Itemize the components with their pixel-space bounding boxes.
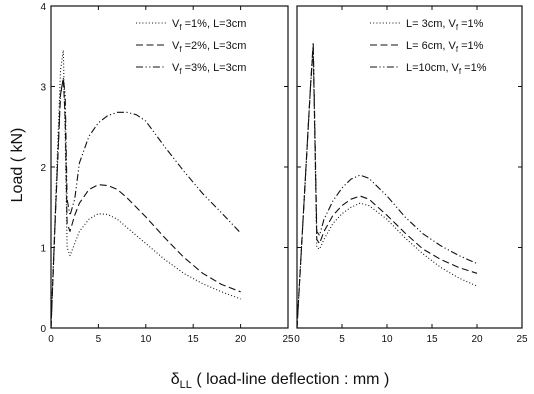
chart-panel-1: 0 5 10 15 20 25 0 1 2 3 4 Vf =1%, L=3cm Vf =2%, L=3c… (40, 2, 294, 345)
x-tick-label: 0 (48, 334, 54, 345)
x-axis-symbol: δ (171, 371, 180, 388)
x-axis-subscript: LL (180, 379, 192, 391)
x-axis-title: δLL ( load-line deflection : mm ) (171, 371, 390, 391)
legend-label: L= 6cm, Vf =1% (406, 40, 484, 54)
x-tick-label: 0 (294, 334, 300, 345)
legend-label: Vf =3%, L=3cm (172, 62, 246, 76)
plot-frame (296, 5, 523, 329)
x-tick-label: 15 (188, 334, 200, 345)
legend-label: L= 3cm, Vf =1% (406, 18, 484, 32)
plot-frame (50, 5, 289, 329)
chart-panel-2: 0 5 10 15 20 25L= 3cm, Vf =1%L= 6cm, Vf =1%L=… (294, 5, 528, 345)
x-tick-label: 10 (381, 334, 393, 345)
legend: Vf =1%, L=3cm Vf =2%, L=3cm Vf =3%, L=3cm (136, 18, 246, 76)
x-axis-label: ( load-line deflection : mm ) (192, 371, 389, 388)
x-tick-label: 10 (140, 334, 152, 345)
y-tick-label: 0 (40, 324, 46, 335)
legend: L= 3cm, Vf =1% L= 6cm, Vf =1% L=10cm, Vf =… (370, 18, 487, 76)
series-line-2 (296, 45, 478, 329)
x-tick-label: 15 (426, 334, 438, 345)
series-line-1 (50, 49, 241, 329)
series-line-3 (50, 77, 241, 329)
x-tick-label: 20 (235, 334, 247, 345)
series-line-3 (296, 41, 478, 329)
y-tick-label: 2 (40, 163, 46, 174)
series-line-1 (296, 49, 478, 329)
x-tick-label: 5 (339, 334, 345, 345)
y-axis-title: Load ( kN) (9, 128, 26, 203)
legend-label: Vf =2%, L=3cm (172, 40, 246, 54)
x-tick-label: 25 (282, 334, 294, 345)
y-tick-label: 4 (40, 2, 46, 13)
x-tick-label: 5 (96, 334, 102, 345)
x-tick-label: 20 (471, 334, 483, 345)
y-tick-label: 1 (40, 244, 46, 255)
x-tick-label: 25 (516, 334, 528, 345)
legend-label: Vf =1%, L=3cm (172, 18, 246, 32)
legend-label: L=10cm, Vf =1% (406, 62, 487, 76)
y-tick-label: 3 (40, 83, 46, 94)
